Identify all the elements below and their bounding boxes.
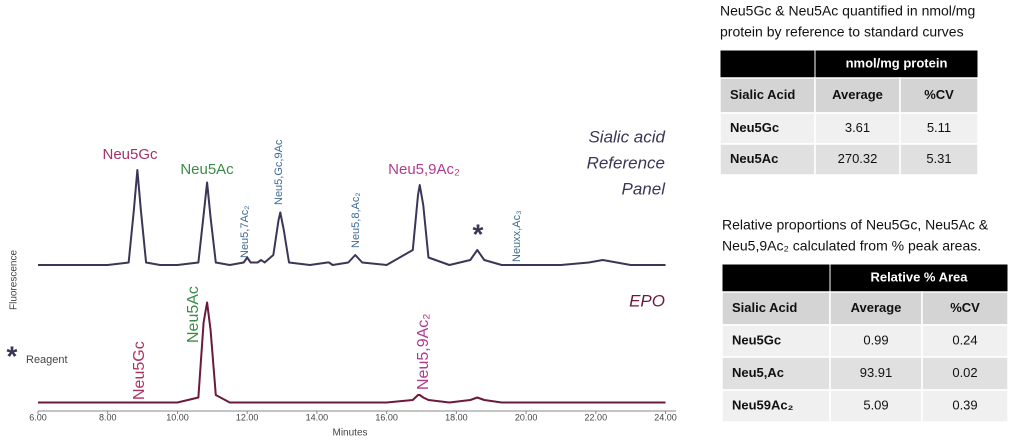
table-value: Neu5Gc bbox=[730, 120, 779, 135]
column-header: Average bbox=[851, 300, 902, 315]
table-value: 0.02 bbox=[952, 365, 977, 380]
column-header: Sialic Acid bbox=[730, 87, 795, 102]
x-axis-label: Minutes bbox=[332, 428, 367, 439]
trace bbox=[38, 301, 666, 404]
table-header-cell bbox=[814, 49, 979, 79]
table-header-cell bbox=[829, 263, 1009, 293]
table-cell bbox=[829, 324, 923, 358]
peak-label: Neu5,7Ac₂ bbox=[239, 205, 251, 258]
table-cell bbox=[814, 143, 901, 176]
x-tick-label: 6.00 bbox=[29, 412, 47, 422]
table-cell bbox=[829, 389, 923, 423]
table-value: 270.32 bbox=[838, 151, 878, 166]
table-value: 0.24 bbox=[952, 332, 977, 347]
peak-label: Neu5,Gc,9Ac bbox=[273, 139, 285, 205]
table-cell bbox=[921, 324, 1009, 358]
table-cell bbox=[814, 77, 901, 114]
x-tick-label: 8.00 bbox=[99, 412, 117, 422]
table-value: Neu5,Ac bbox=[732, 365, 784, 380]
table-value: 0.39 bbox=[952, 397, 977, 412]
table-cell bbox=[899, 112, 979, 145]
table-cell bbox=[921, 356, 1009, 391]
peak-label: Neu5,9Ac₂ bbox=[388, 161, 460, 178]
y-axis-label: Fluorescence bbox=[9, 250, 20, 310]
table-value: 3.61 bbox=[845, 120, 870, 135]
x-tick-label: 14.00 bbox=[306, 412, 329, 422]
trace-label: Reference bbox=[587, 153, 665, 172]
table-header: Relative % Area bbox=[870, 269, 968, 284]
table-cell bbox=[921, 291, 1009, 326]
peak-label: Neu5Ac bbox=[185, 286, 202, 343]
column-header: Sialic Acid bbox=[732, 300, 797, 315]
peak-label: Neu5Gc bbox=[102, 146, 158, 163]
table-value: 93.91 bbox=[860, 365, 893, 380]
asterisk: * bbox=[473, 218, 484, 249]
column-header: Average bbox=[832, 87, 883, 102]
table-caption: protein by reference to standard curves bbox=[720, 24, 964, 40]
trace-label: Sialic acid bbox=[588, 127, 665, 146]
table-cell bbox=[829, 291, 923, 326]
column-header: %CV bbox=[950, 300, 980, 315]
table-value: Neu5Ac bbox=[730, 151, 778, 166]
x-tick-label: 12.00 bbox=[236, 412, 259, 422]
table-cell bbox=[721, 356, 831, 391]
peak-label: Neu5Gc bbox=[131, 341, 148, 400]
table-value: 5.11 bbox=[927, 120, 951, 135]
peak-label: Neu5Ac bbox=[180, 161, 234, 178]
x-tick-label: 20.00 bbox=[515, 412, 538, 422]
table-header-cell bbox=[719, 49, 816, 79]
peak-label: Neu5,8,Ac₂ bbox=[350, 192, 362, 248]
x-tick-label: 22.00 bbox=[585, 412, 608, 422]
table-caption: Relative proportions of Neu5Gc, Neu5Ac & bbox=[722, 217, 989, 233]
x-tick-label: 10.00 bbox=[166, 412, 189, 422]
peak-label: Neu5,9Ac₂ bbox=[415, 314, 432, 390]
trace bbox=[38, 169, 666, 266]
table-cell bbox=[829, 356, 923, 391]
table-header: nmol/mg protein bbox=[846, 55, 948, 70]
table-value: 5.31 bbox=[926, 151, 951, 166]
table-caption: Neu5Gc & Neu5Ac quantified in nmol/mg bbox=[720, 3, 975, 19]
table-value: 5.09 bbox=[863, 397, 888, 412]
trace-label: Panel bbox=[622, 179, 667, 198]
x-tick-label: 18.00 bbox=[445, 412, 468, 422]
table-cell bbox=[921, 389, 1009, 423]
table-cell bbox=[719, 112, 816, 145]
column-header: %CV bbox=[924, 87, 954, 102]
table-value: 0.99 bbox=[863, 332, 888, 347]
peak-label: Neuxx,Ac₃ bbox=[511, 210, 523, 262]
table-value: Neu5Gc bbox=[732, 332, 781, 347]
table-cell bbox=[899, 143, 979, 176]
table-value: Neu59Ac₂ bbox=[732, 397, 794, 412]
x-tick-label: 16.00 bbox=[375, 412, 398, 422]
asterisk: * bbox=[7, 340, 18, 371]
table-caption: Neu5,9Ac₂ calculated from % peak areas. bbox=[722, 238, 981, 254]
x-tick-label: 24.00 bbox=[654, 412, 677, 422]
trace-label: EPO bbox=[629, 291, 665, 310]
reagent-label: Reagent bbox=[26, 354, 68, 366]
table-header-cell bbox=[721, 263, 831, 293]
